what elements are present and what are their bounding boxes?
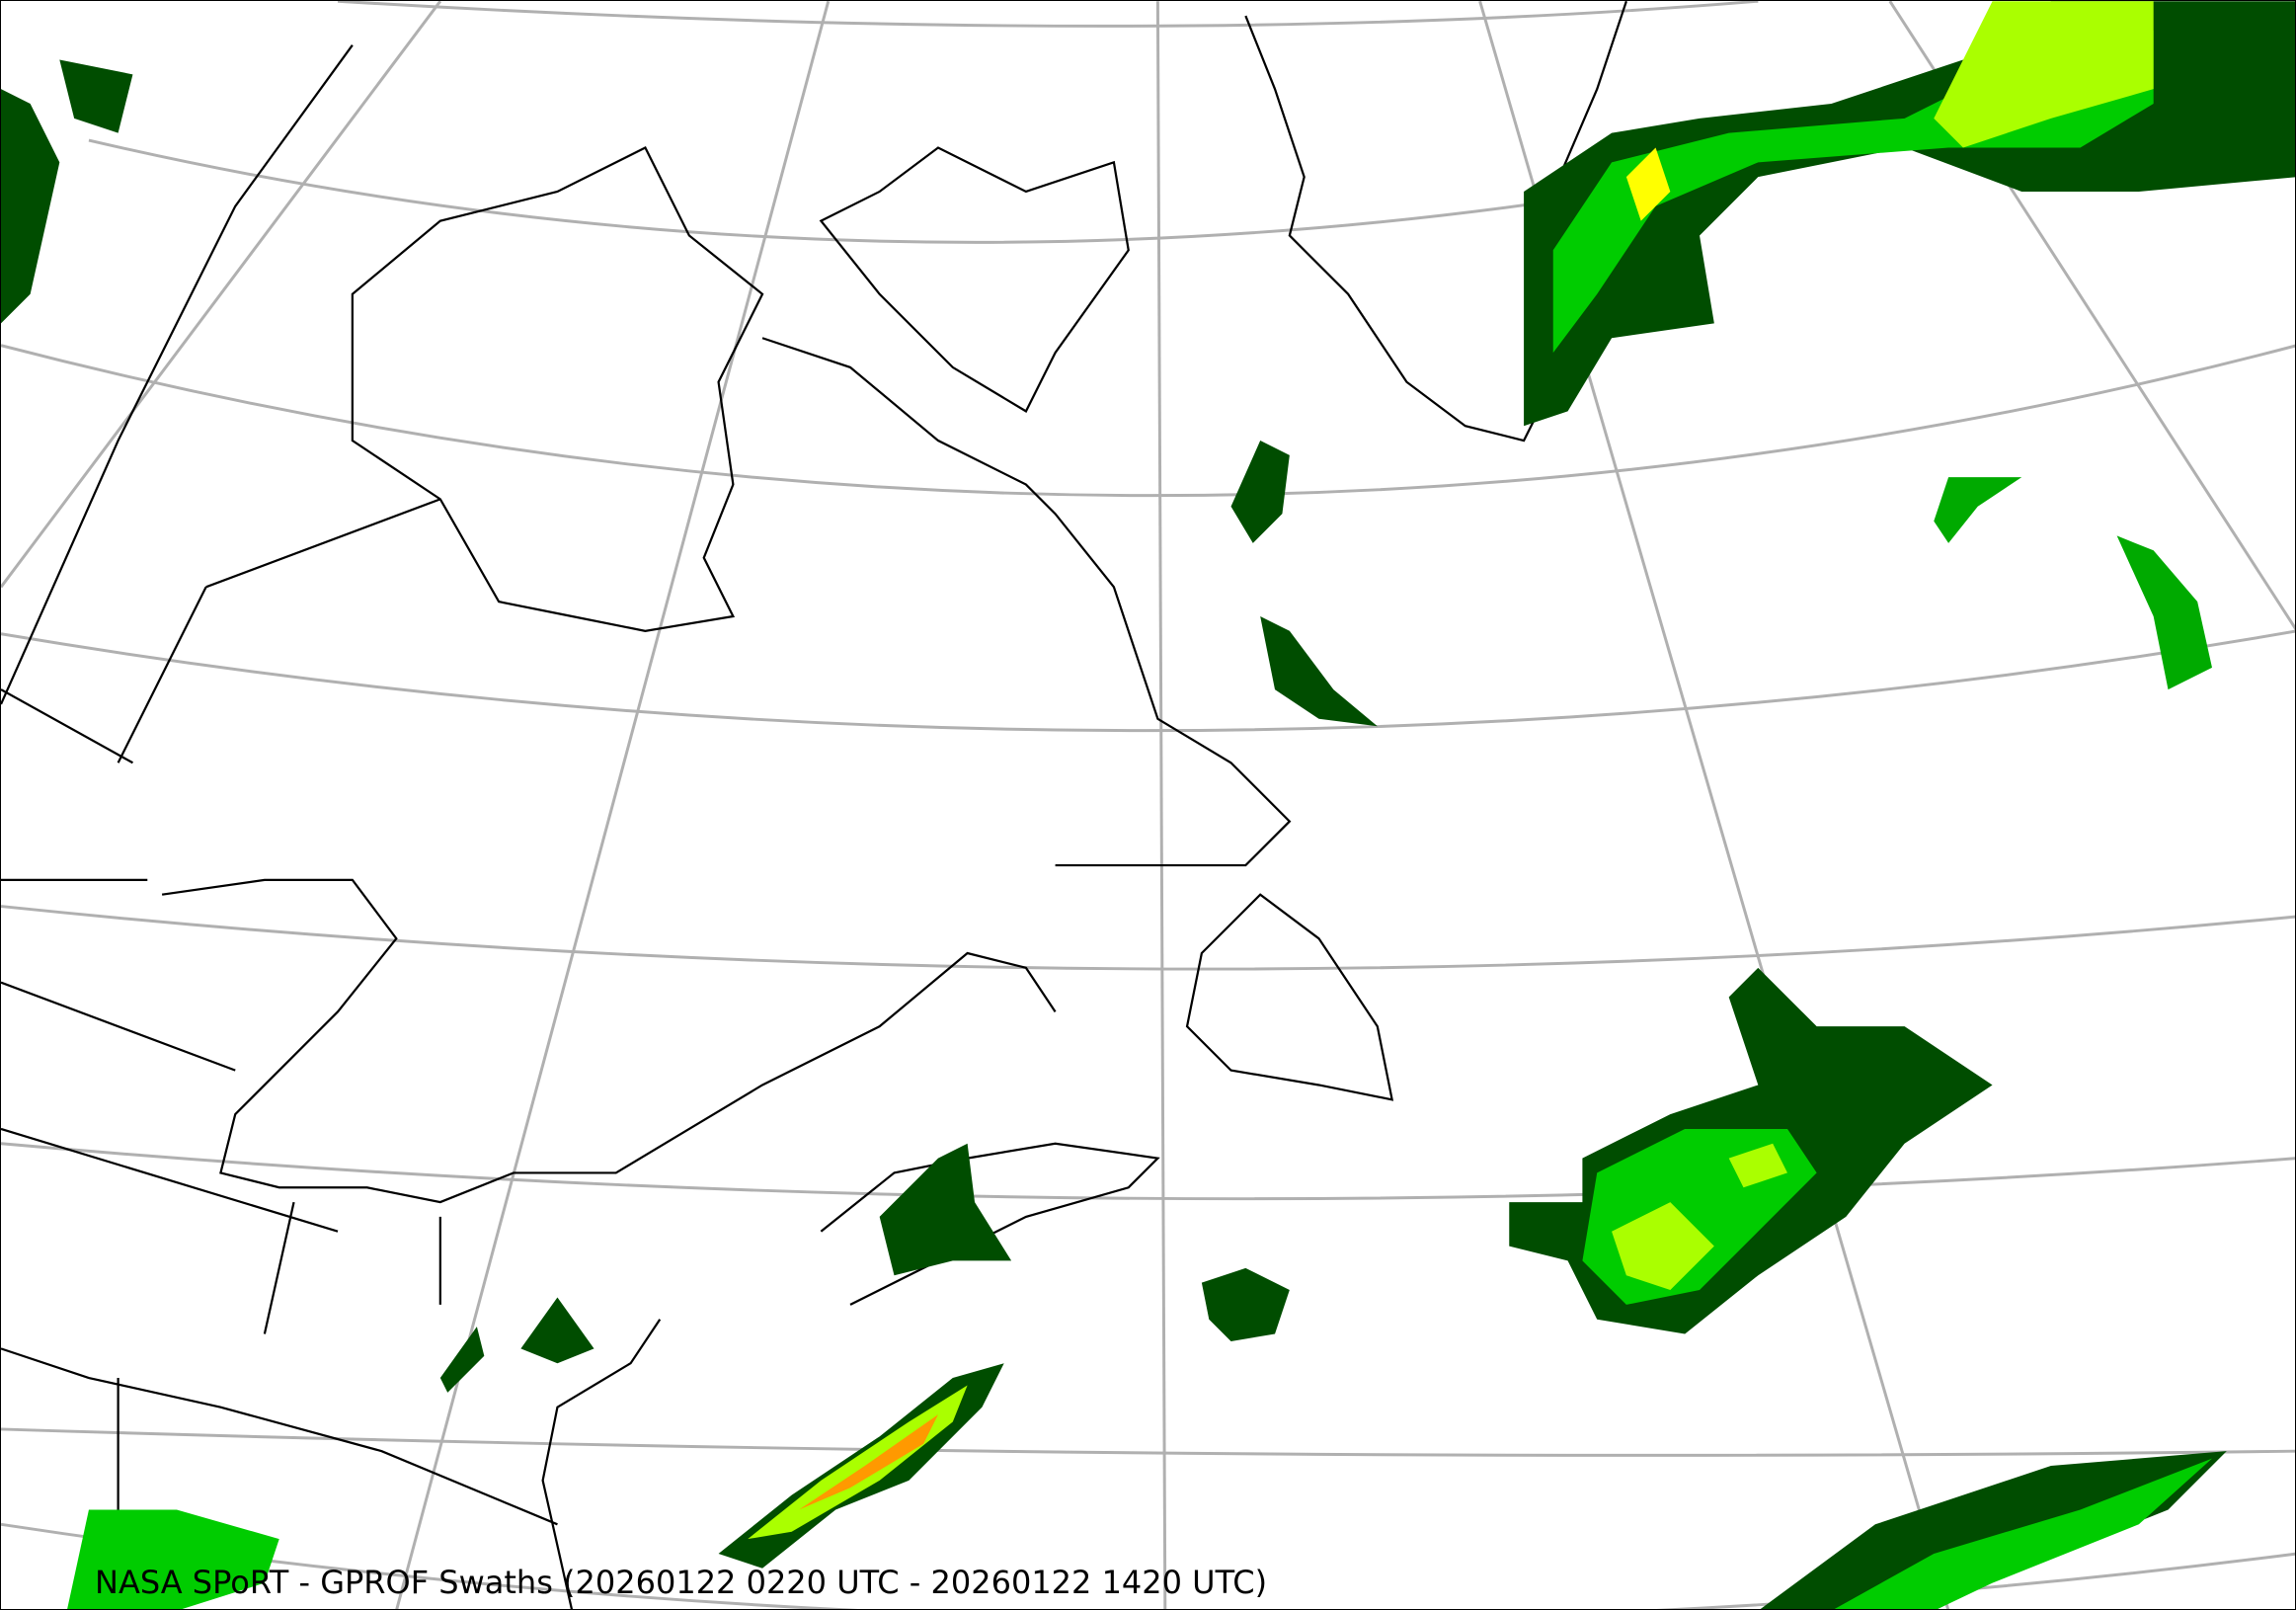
- precip-greenland-high: [1934, 1, 2154, 148]
- us-east-coast: [541, 1319, 662, 1609]
- latitude-line: [1, 1427, 2295, 1457]
- quebec-labrador-coast: [761, 337, 1292, 867]
- longitude-line: [1155, 1, 1167, 1609]
- precip-greenland-peak: [1625, 147, 1671, 221]
- us-borders: [1, 498, 558, 1609]
- latitude-line: [1, 629, 2295, 733]
- latitude-line: [1, 344, 2295, 498]
- coastlines-and-borders: [1, 1, 1627, 1609]
- great-lakes: [161, 878, 1057, 1204]
- precip-mid-atlantic-mid: [748, 1385, 968, 1540]
- precip-labrador-sea: [1201, 441, 1378, 1341]
- precip-atlantic-central-high: [1612, 1143, 1787, 1291]
- precip-new-york: [439, 1297, 594, 1393]
- map-title: NASA SPoRT - GPROF Swaths (20260122 0220…: [95, 1564, 1268, 1601]
- maritimes: [820, 1142, 1160, 1306]
- precip-southeast-atlantic: [1760, 1451, 2227, 1609]
- precip-east-cells: [1934, 477, 2212, 690]
- precip-gulf-maine: [879, 1143, 1012, 1276]
- precip-northwest: [1, 59, 133, 324]
- canada-borders: [1, 44, 354, 764]
- precip-southwest: [67, 1509, 279, 1609]
- hudson-bay-coast: [351, 145, 764, 632]
- newfoundland: [1185, 893, 1394, 1101]
- latitude-line: [1, 1142, 2295, 1201]
- precip-southeast-atlantic-mid: [1834, 1458, 2212, 1609]
- latitude-line: [1, 905, 2295, 971]
- latitude-line: [337, 1, 1759, 28]
- baffin-island: [819, 146, 1130, 413]
- longitude-line: [1, 1, 442, 589]
